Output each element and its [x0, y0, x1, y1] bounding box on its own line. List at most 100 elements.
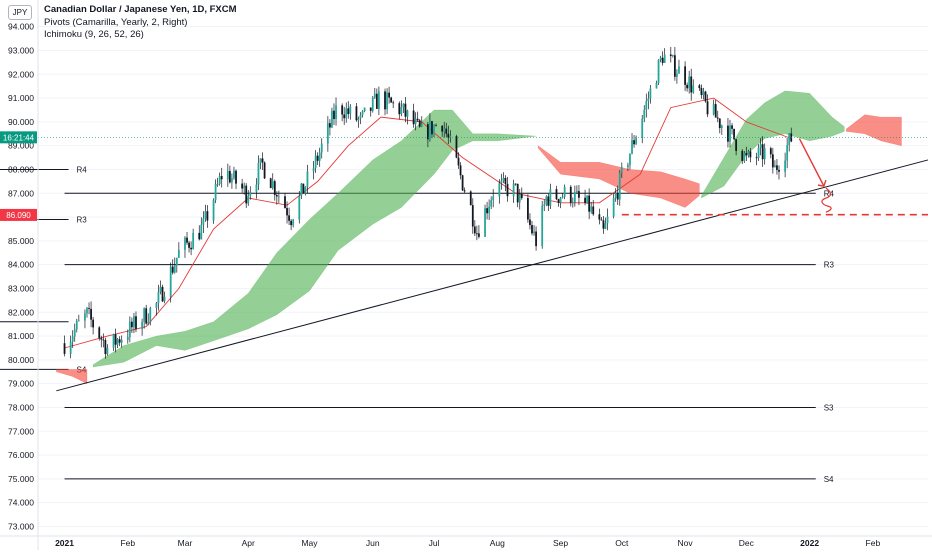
x-tick-label: Jun [366, 538, 380, 548]
candle-body [404, 103, 407, 117]
candle-body [147, 321, 150, 324]
candle-body [755, 157, 758, 159]
candle-body [678, 66, 680, 74]
candle-body [727, 125, 729, 142]
candle-body [175, 257, 178, 265]
candle-body [729, 125, 731, 142]
y-tick-label: 89.000 [8, 141, 34, 151]
candle-body [686, 84, 689, 89]
candle-body [220, 176, 223, 180]
candle-body [120, 339, 123, 343]
candle-body [700, 87, 703, 95]
x-tick-label: Mar [178, 538, 193, 548]
candle-body [592, 206, 595, 215]
candle-body [614, 192, 617, 199]
candle-body [645, 101, 648, 110]
legend-pivots[interactable]: Pivots (Camarilla, Yearly, 2, Right) [44, 16, 188, 28]
candle-body [475, 233, 478, 235]
y-tick-label: 90.000 [8, 117, 34, 127]
candle-body [118, 339, 121, 343]
candle-body [349, 106, 352, 114]
candle-body [363, 107, 366, 112]
x-tick-label: Dec [739, 538, 755, 548]
candle-body [547, 196, 550, 206]
candle-body [216, 183, 219, 185]
candle-body [318, 152, 321, 161]
candle-body [745, 153, 748, 156]
candle-body [269, 178, 272, 189]
candle-body [306, 171, 309, 187]
candle-body [559, 197, 562, 203]
y-tick-label: 78.000 [8, 402, 34, 412]
candle-body [673, 55, 676, 77]
forecast-arrow [798, 138, 825, 187]
candle-body [620, 167, 623, 173]
candle-body [259, 158, 262, 163]
candle-body [676, 73, 678, 77]
y-tick-label: 83.000 [8, 283, 34, 293]
x-tick-label: 2021 [55, 538, 74, 548]
candle-body [343, 114, 346, 119]
x-tick-label: May [301, 538, 318, 548]
candle-body [706, 101, 709, 115]
candle-body [527, 198, 529, 220]
candle-body [735, 139, 738, 151]
ichimoku-cloud-layer [56, 90, 902, 385]
base-line-layer [64, 97, 792, 349]
candle-body [484, 208, 486, 237]
candle-body [749, 151, 752, 158]
y-tick-label: 75.000 [8, 474, 34, 484]
candle-body [731, 125, 733, 129]
candle-body [518, 194, 521, 203]
candle-body [512, 183, 515, 197]
candle-body [714, 104, 717, 118]
candle-body [733, 128, 735, 140]
candle-body [298, 195, 301, 220]
candle-body [371, 97, 374, 111]
candle-body [757, 147, 760, 158]
candle-body [233, 170, 235, 179]
candle-body [633, 140, 635, 145]
candle-body [173, 264, 176, 273]
pivot-layer: R4R3S4R4R3S3S4 [0, 165, 835, 484]
candle-body [743, 153, 746, 161]
candle-body [406, 110, 409, 117]
candle-body [292, 219, 295, 226]
candle-body [186, 237, 188, 243]
candle-body [63, 343, 66, 354]
candle-body [333, 110, 335, 120]
x-tick-label: 2022 [800, 538, 819, 548]
candle-body [426, 124, 429, 140]
candle-body [571, 202, 574, 204]
candle-body [145, 308, 148, 324]
annotation-layer [38, 136, 928, 216]
candle-body [776, 165, 778, 170]
candle-body [400, 107, 403, 115]
candle-body [316, 155, 319, 161]
legend-ichimoku[interactable]: Ichimoku (9, 26, 52, 26) [44, 29, 144, 40]
symbol-badge[interactable]: JPY [8, 5, 32, 20]
candle-body [698, 85, 701, 88]
y-tick-label: 92.000 [8, 69, 34, 79]
candle-body [478, 233, 480, 237]
legend-title[interactable]: Canadian Dollar / Japanese Yen, 1D, FXCM [44, 4, 237, 15]
candle-body [561, 196, 564, 198]
ichimoku-cloud-red [56, 369, 88, 385]
candle-body [135, 316, 137, 330]
candle-body [649, 88, 652, 99]
candle-body [341, 105, 344, 115]
current-price-tag-bg [0, 131, 37, 144]
y-tick-label: 81.000 [8, 331, 34, 341]
candle-body [347, 108, 350, 114]
candle-body [369, 107, 372, 111]
candle-body [469, 191, 472, 206]
x-tick-label: Feb [120, 538, 135, 548]
candle-body [663, 54, 666, 63]
candle-body [463, 190, 466, 192]
candle-body [255, 184, 258, 192]
candle-body [126, 337, 129, 340]
candle-body [449, 136, 452, 138]
